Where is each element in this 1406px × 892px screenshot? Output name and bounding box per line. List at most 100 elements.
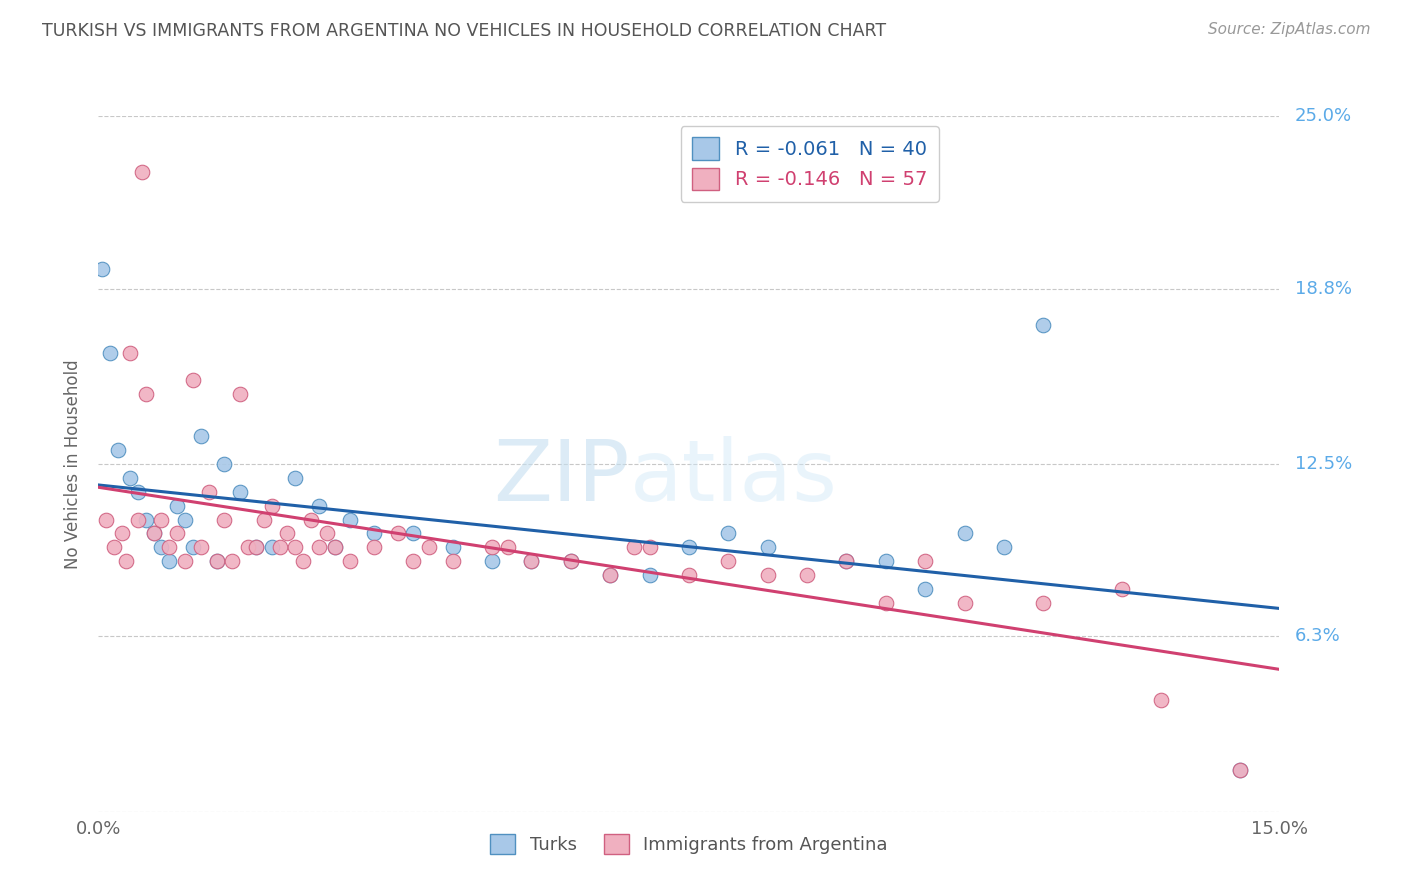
Point (339, 554, 361, 568)
Point (796, 568, 818, 582)
Point (150, 541, 173, 555)
Point (131, 164, 153, 178)
Point (835, 554, 858, 568)
Point (308, 499, 330, 513)
Point (142, 526, 165, 541)
Point (127, 484, 149, 499)
Point (96, 512, 118, 526)
Point (115, 554, 138, 568)
Point (560, 554, 582, 568)
Point (245, 541, 267, 555)
Point (875, 596, 897, 610)
Point (678, 541, 700, 555)
Point (1032, 596, 1054, 610)
Text: TURKISH VS IMMIGRANTS FROM ARGENTINA NO VEHICLES IN HOUSEHOLD CORRELATION CHART: TURKISH VS IMMIGRANTS FROM ARGENTINA NO … (42, 22, 886, 40)
Point (135, 512, 157, 526)
Point (118, 345, 141, 359)
Point (292, 554, 315, 568)
Point (181, 373, 204, 387)
Point (98, 345, 121, 359)
Point (221, 554, 243, 568)
Point (91, 262, 114, 277)
Point (560, 554, 582, 568)
Text: 12.5%: 12.5% (1295, 455, 1353, 473)
Point (190, 541, 212, 555)
Point (299, 512, 322, 526)
Point (914, 582, 936, 596)
Point (284, 541, 307, 555)
Point (253, 512, 276, 526)
Point (363, 541, 385, 555)
Point (599, 568, 621, 582)
Point (276, 526, 298, 541)
Point (118, 471, 141, 485)
Point (229, 387, 252, 401)
Point (181, 541, 204, 555)
Point (638, 541, 661, 555)
Point (953, 596, 976, 610)
Legend: Turks, Immigrants from Argentina: Turks, Immigrants from Argentina (479, 822, 898, 865)
Point (402, 526, 425, 541)
Point (756, 568, 779, 582)
Point (402, 554, 425, 568)
Point (717, 526, 740, 541)
Point (315, 526, 337, 541)
Point (127, 512, 149, 526)
Text: ZIP: ZIP (494, 436, 630, 519)
Point (678, 568, 700, 582)
Point (111, 526, 134, 541)
Point (638, 568, 661, 582)
Point (308, 541, 330, 555)
Point (190, 429, 212, 443)
Point (418, 541, 440, 555)
Point (520, 554, 543, 568)
Text: atlas: atlas (630, 436, 838, 519)
Point (623, 541, 645, 555)
Point (441, 554, 464, 568)
Point (142, 526, 165, 541)
Point (166, 499, 188, 513)
Point (1150, 693, 1173, 707)
Point (260, 499, 283, 513)
Point (953, 526, 976, 541)
Point (323, 541, 346, 555)
Point (323, 541, 346, 555)
Point (363, 526, 385, 541)
Point (107, 442, 129, 457)
Point (260, 541, 283, 555)
Point (835, 554, 858, 568)
Point (1032, 318, 1054, 332)
Point (205, 554, 228, 568)
Point (135, 387, 157, 401)
Text: Source: ZipAtlas.com: Source: ZipAtlas.com (1208, 22, 1371, 37)
Point (284, 471, 307, 485)
Point (441, 541, 464, 555)
Point (496, 541, 519, 555)
Y-axis label: No Vehicles in Household: No Vehicles in Household (65, 359, 83, 569)
Point (599, 568, 621, 582)
Point (717, 554, 740, 568)
Point (481, 541, 503, 555)
Point (339, 512, 361, 526)
Point (875, 554, 897, 568)
Point (236, 541, 259, 555)
Point (229, 484, 252, 499)
Point (756, 541, 779, 555)
Point (993, 541, 1015, 555)
Point (103, 541, 125, 555)
Text: 25.0%: 25.0% (1295, 107, 1353, 125)
Point (214, 457, 236, 471)
Point (387, 526, 409, 541)
Point (520, 554, 543, 568)
Point (157, 541, 180, 555)
Point (214, 512, 236, 526)
Text: 6.3%: 6.3% (1295, 627, 1341, 646)
Point (150, 512, 173, 526)
Point (1111, 582, 1133, 596)
Point (166, 526, 188, 541)
Point (914, 554, 936, 568)
Point (205, 554, 228, 568)
Point (1229, 763, 1251, 777)
Point (1229, 763, 1251, 777)
Point (197, 484, 219, 499)
